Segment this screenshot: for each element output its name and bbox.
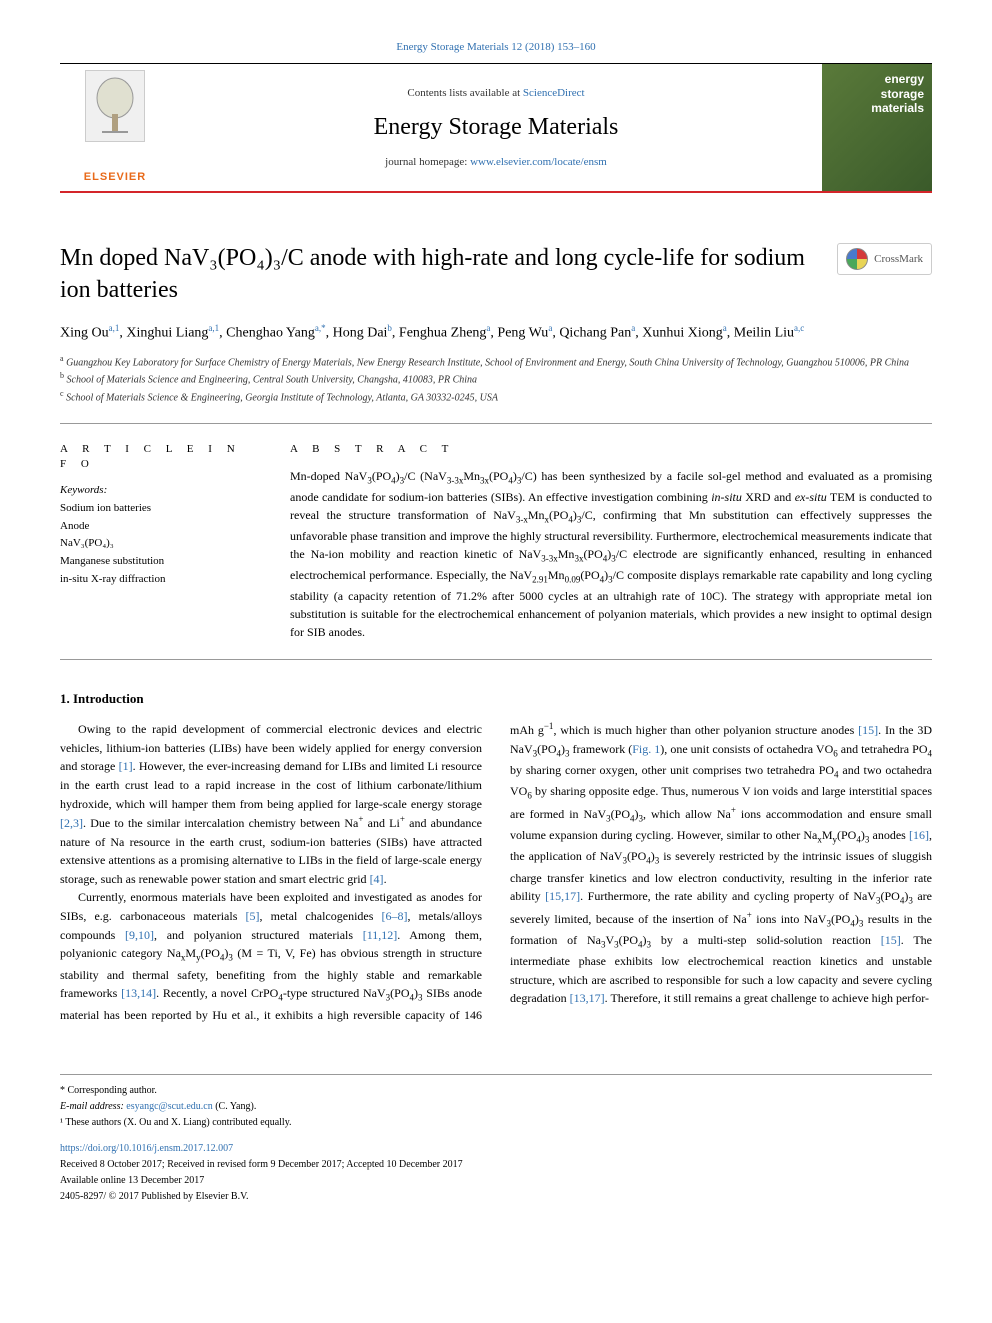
body-section: 1. Introduction Owing to the rapid devel… [60, 690, 932, 1024]
contrib-note: ¹ These authors (X. Ou and X. Liang) con… [60, 1115, 932, 1131]
abstract-column: A B S T R A C T Mn-doped NaV3(PO4)3/C (N… [290, 442, 932, 641]
affiliation-a: a Guangzhou Key Laboratory for Surface C… [60, 353, 932, 370]
article-title: Mn doped NaV₃(PO₄)₃/C anode with high-ra… [60, 243, 817, 305]
article-info-head: A R T I C L E I N F O [60, 442, 260, 473]
abstract-head: A B S T R A C T [290, 442, 932, 457]
divider-2 [60, 659, 932, 660]
publisher-block: ELSEVIER [60, 64, 170, 191]
body-columns: Owing to the rapid development of commer… [60, 720, 932, 1024]
article-info-column: A R T I C L E I N F O Keywords: Sodium i… [60, 442, 260, 641]
received-line: Received 8 October 2017; Received in rev… [60, 1157, 932, 1173]
masthead: ELSEVIER Contents lists available at Sci… [60, 63, 932, 193]
email-link[interactable]: esyangc@scut.edu.cn [126, 1101, 212, 1112]
copyright-line: 2405-8297/ © 2017 Published by Elsevier … [60, 1189, 932, 1205]
elsevier-tree-icon [85, 70, 145, 142]
email-line: E-mail address: esyangc@scut.edu.cn (C. … [60, 1099, 932, 1115]
elsevier-logo: ELSEVIER [84, 170, 146, 185]
para-1: Owing to the rapid development of commer… [60, 720, 482, 888]
contents-line: Contents lists available at ScienceDirec… [407, 86, 584, 101]
homepage-line: journal homepage: www.elsevier.com/locat… [385, 155, 607, 170]
affiliation-c: c School of Materials Science & Engineer… [60, 388, 932, 405]
authors-list: Xing Oua,1, Xinghui Lianga,1, Chenghao Y… [60, 322, 932, 343]
affiliations: a Guangzhou Key Laboratory for Surface C… [60, 353, 932, 405]
keywords-label: Keywords: [60, 483, 260, 498]
crossmark-badge[interactable]: CrossMark [837, 243, 932, 275]
journal-citation[interactable]: Energy Storage Materials 12 (2018) 153–1… [60, 40, 932, 55]
abstract-text: Mn-doped NaV3(PO4)3/C (NaV3-3xMn3x(PO4)3… [290, 467, 932, 641]
homepage-prefix: journal homepage: [385, 156, 470, 168]
divider [60, 423, 932, 424]
crossmark-label: CrossMark [874, 252, 923, 267]
contents-prefix: Contents lists available at [407, 87, 522, 99]
introduction-head: 1. Introduction [60, 690, 932, 708]
journal-name: Energy Storage Materials [374, 111, 619, 145]
cover-word-1: energy [885, 72, 924, 86]
cover-word-3: materials [871, 101, 924, 115]
doi-link[interactable]: https://doi.org/10.1016/j.ensm.2017.12.0… [60, 1141, 932, 1157]
keywords-list: Sodium ion batteriesAnodeNaV₃(PO₄)₃Manga… [60, 500, 260, 588]
journal-cover: energy storage materials [822, 64, 932, 191]
footer: * Corresponding author. E-mail address: … [60, 1074, 932, 1205]
sciencedirect-link[interactable]: ScienceDirect [523, 87, 585, 99]
crossmark-icon [846, 248, 868, 270]
online-line: Available online 13 December 2017 [60, 1173, 932, 1189]
corresponding-author: * Corresponding author. [60, 1083, 932, 1099]
homepage-link[interactable]: www.elsevier.com/locate/ensm [470, 156, 607, 168]
masthead-center: Contents lists available at ScienceDirec… [170, 64, 822, 191]
cover-word-2: storage [881, 87, 924, 101]
affiliation-b: b School of Materials Science and Engine… [60, 370, 932, 387]
